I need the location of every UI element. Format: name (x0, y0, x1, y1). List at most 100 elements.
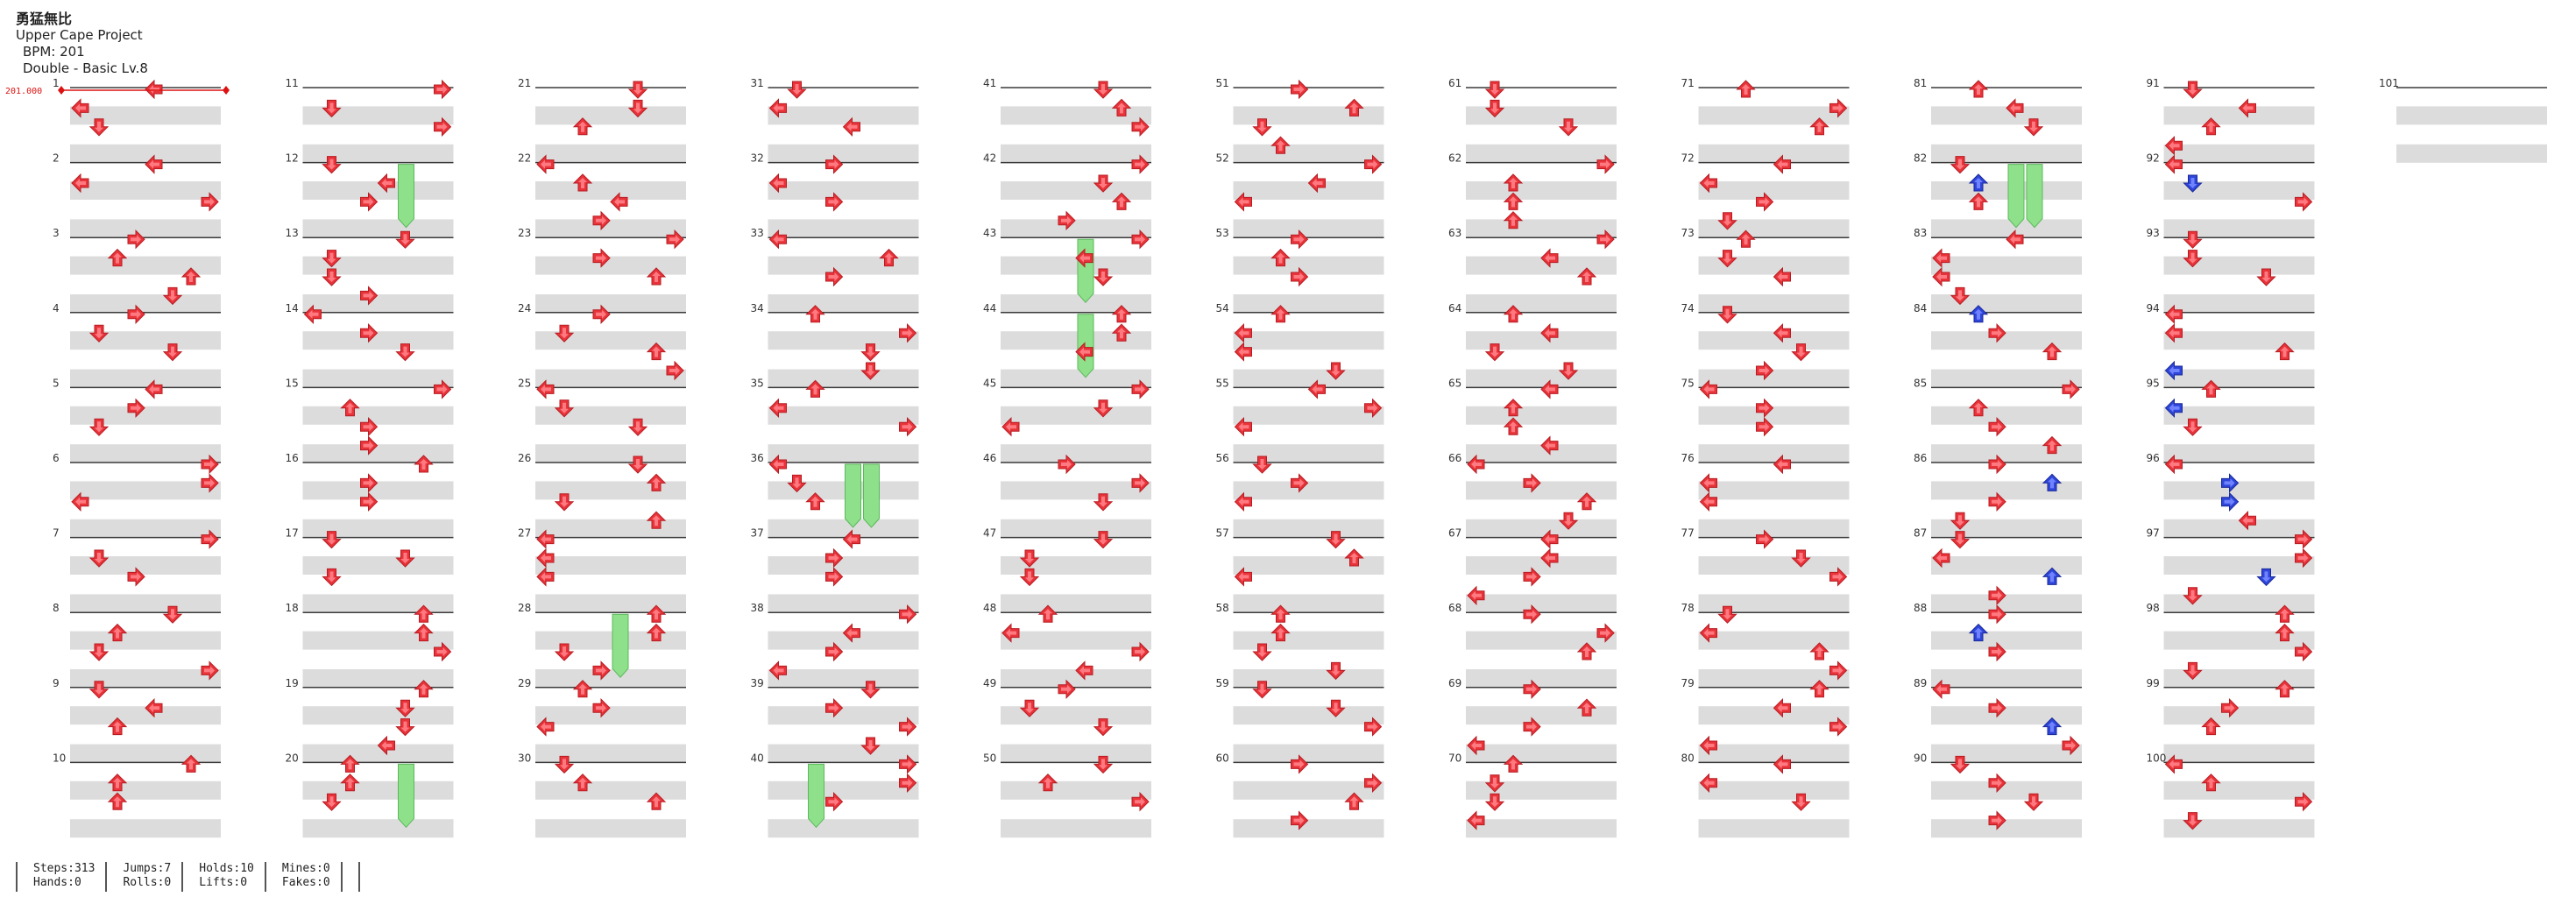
measure-number: 71 (1681, 77, 1695, 89)
beat-lane (1001, 294, 1151, 313)
step-arrow (628, 81, 648, 99)
beat-lane (1931, 106, 2082, 125)
hold-bar (1077, 314, 1094, 378)
beat-lane (1698, 519, 1850, 538)
beat-lane (1931, 181, 2082, 200)
beat-lane (768, 594, 919, 613)
beat-lane (1233, 144, 1384, 163)
measure-number: 94 (2147, 302, 2160, 314)
measure-number: 8 (53, 602, 60, 614)
beat-lane (1001, 631, 1151, 650)
beat-lane (70, 519, 221, 538)
hold-bar (863, 463, 880, 528)
beat-lane (70, 369, 221, 388)
measure-number: 68 (1448, 602, 1461, 614)
beat-lane (535, 369, 686, 388)
beat-lane (1698, 780, 1850, 800)
beat-lane (2163, 256, 2315, 275)
beat-lane (1931, 519, 2082, 538)
beat-lane (2396, 144, 2547, 163)
beat-lane (302, 144, 454, 163)
measure-number: 14 (286, 302, 299, 314)
beat-lane (535, 144, 686, 163)
beat-lane (302, 331, 454, 350)
stat-lifts: Lifts:0 (199, 876, 248, 889)
beat-lane (1466, 444, 1617, 463)
stat-holds: Holds:10 (199, 862, 254, 875)
measure-number: 69 (1448, 677, 1461, 689)
beat-lane (768, 369, 919, 388)
measure-number: 24 (518, 302, 531, 314)
measure-number: 32 (751, 152, 764, 165)
beat-lane (302, 369, 454, 388)
beat-lane (768, 181, 919, 200)
beat-lane (70, 219, 221, 238)
measure-number: 52 (1216, 152, 1229, 165)
beat-lane (1931, 144, 2082, 163)
beat-lane (2163, 444, 2315, 463)
beat-lane (70, 144, 221, 163)
beat-lane (1698, 444, 1850, 463)
beat-lane (1233, 331, 1384, 350)
beat-lane (2163, 331, 2315, 350)
measure-number: 93 (2147, 227, 2160, 239)
measure-number: 82 (1914, 152, 1927, 165)
beat-lane (302, 780, 454, 800)
beat-lane (768, 256, 919, 275)
measure-number: 101 (2379, 77, 2399, 89)
beat-lane (70, 669, 221, 688)
stats-bar: Steps:313 Hands:0 Jumps:7 Rolls:0 Holds:… (16, 862, 360, 892)
beat-lane (1466, 819, 1617, 838)
measure-number: 42 (983, 152, 996, 165)
beat-lane (1233, 669, 1384, 688)
measure-number: 5 (53, 377, 60, 389)
beat-lane (768, 406, 919, 425)
beat-lane (1233, 819, 1384, 838)
beat-lane (1466, 594, 1617, 613)
measure-number: 7 (53, 527, 60, 540)
measure-number: 80 (1681, 752, 1695, 764)
stat-rolls: Rolls:0 (123, 876, 172, 889)
beat-lane (1698, 594, 1850, 613)
hold-bar (398, 164, 414, 229)
measure-number: 53 (1216, 227, 1229, 239)
beat-lane (535, 744, 686, 763)
beat-lane (1698, 369, 1850, 388)
beat-lane (1233, 556, 1384, 575)
beat-lane (70, 256, 221, 275)
hold-bar (1077, 238, 1094, 303)
measure-number: 72 (1681, 152, 1695, 165)
measure-number: 18 (286, 602, 299, 614)
beat-lane (535, 256, 686, 275)
beat-lane (1931, 744, 2082, 763)
beat-lane (2163, 219, 2315, 238)
beat-lane (768, 556, 919, 575)
measure-number: 65 (1448, 377, 1461, 389)
beat-lane (1466, 219, 1617, 238)
song-artist: Upper Cape Project (16, 27, 143, 43)
beat-lane (535, 331, 686, 350)
beat-lane (535, 444, 686, 463)
beat-lane (1698, 669, 1850, 688)
stat-hands: Hands:0 (33, 876, 81, 889)
measure-number: 13 (286, 227, 299, 239)
beat-lane (1233, 294, 1384, 313)
measure-number: 10 (53, 752, 66, 764)
beat-lane (70, 819, 221, 838)
beat-lane (1001, 144, 1151, 163)
beat-lane (1931, 556, 2082, 575)
beat-lane (1466, 556, 1617, 575)
measure-number: 88 (1914, 602, 1927, 614)
beat-lane (1466, 669, 1617, 688)
beat-lane (1001, 744, 1151, 763)
beat-lane (302, 256, 454, 275)
beat-lane (1001, 219, 1151, 238)
beat-lane (1466, 331, 1617, 350)
measure-number: 55 (1216, 377, 1229, 389)
measure-number: 90 (1914, 752, 1927, 764)
beat-lane (1001, 706, 1151, 725)
step-arrow (1969, 80, 1988, 98)
bpm-marker-tick (223, 86, 230, 95)
beat-lane (302, 706, 454, 725)
beat-lane (302, 219, 454, 238)
